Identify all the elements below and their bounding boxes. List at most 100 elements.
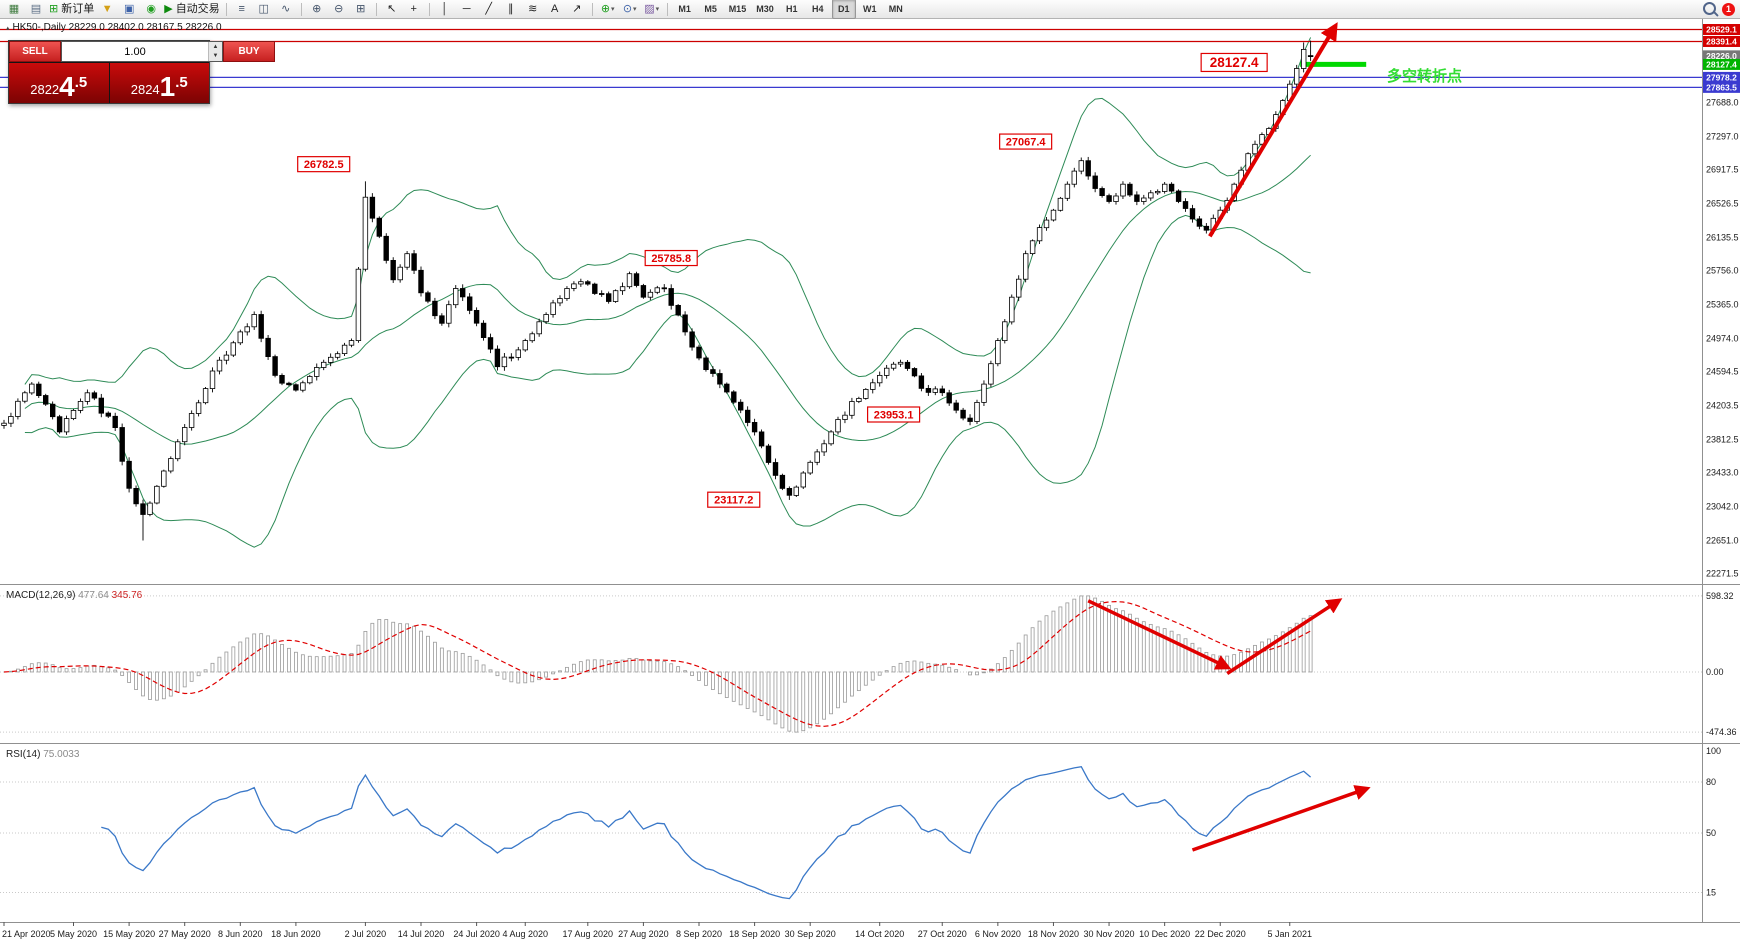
svg-text:26135.5: 26135.5 — [1706, 233, 1739, 243]
rsi-label: RSI(14) 75.0033 — [6, 749, 80, 760]
rsi-trend-arrow[interactable] — [1191, 785, 1371, 852]
fibonacci-icon-glyph: ≋ — [528, 2, 538, 15]
trendline-icon-glyph: ╱ — [485, 2, 492, 15]
template-icon-glyph: ▨ — [644, 2, 655, 15]
tile-windows-icon[interactable]: ⊞ — [351, 0, 371, 18]
add-indicator-icon-glyph: ⊕ — [600, 2, 611, 15]
svg-text:50: 50 — [1706, 828, 1716, 838]
svg-text:27978.2: 27978.2 — [1706, 72, 1737, 82]
svg-text:6 Nov 2020: 6 Nov 2020 — [975, 929, 1021, 939]
equidistant-channel-icon-glyph: ∥ — [507, 2, 514, 15]
buy-price-box[interactable]: 2824 1.5 — [109, 63, 209, 103]
cursor-icon-glyph: ↖ — [387, 2, 397, 15]
time-axis[interactable]: 21 Apr 2020 5 May 2020 15 May 2020 27 May 2… — [2, 922, 1312, 939]
strategy-tester-icon[interactable]: ◉ — [141, 0, 161, 18]
vertical-line-icon-glyph: │ — [441, 2, 449, 15]
macd-trend-arrow[interactable] — [1226, 598, 1343, 675]
candlestick-chart-icon-glyph: ◫ — [258, 2, 269, 15]
search-icon[interactable] — [1703, 1, 1716, 15]
notification-badge[interactable]: 1 — [1722, 2, 1735, 16]
period-icon-glyph: ⊙ — [622, 2, 633, 15]
zoom-in-icon-glyph: ⊕ — [312, 2, 322, 15]
timeframe-w1-button[interactable]: W1 — [858, 0, 882, 19]
timeframe-m5-button-label: M5 — [704, 3, 717, 14]
price-axis[interactable]: 27688.0 27297.0 26917.5 26526.5 26135.5 25756… — [1703, 24, 1740, 898]
svg-text:30 Sep 2020: 30 Sep 2020 — [785, 929, 836, 939]
new-order-icon: ⊞ — [49, 2, 59, 15]
bar-chart-icon-glyph: ≡ — [238, 2, 245, 15]
timeframe-d1-button[interactable]: D1 — [831, 0, 856, 19]
period-icon[interactable]: ⊙ ▾ — [620, 0, 640, 18]
cursor-icon[interactable]: ↖ — [382, 0, 402, 18]
svg-text:2 Jul 2020: 2 Jul 2020 — [345, 929, 387, 939]
timeframe-w1-button-label: W1 — [862, 3, 877, 14]
template-icon[interactable]: ▨ ▾ — [642, 0, 662, 18]
horizontal-line-icon[interactable]: ─ — [457, 0, 477, 18]
new-order-button[interactable]: ⊞ 新订单 — [48, 0, 95, 18]
timeframe-m1-button[interactable]: M1 — [673, 0, 697, 19]
svg-text:18 Nov 2020: 18 Nov 2020 — [1028, 929, 1079, 939]
svg-text:14 Oct 2020: 14 Oct 2020 — [855, 929, 904, 939]
timeframe-h4-button-label: H4 — [811, 3, 824, 14]
trendline-icon[interactable]: ╱ — [479, 0, 499, 18]
toolbar-items: ▦ ▤ ⊞ 新订单 ▼ ▣ ◉ ▶ 自动交易 ≡ ◫ ∿ ⊕ ⊖ ⊞ ↖ + │ ─ ╱ ∥ ≋ A ↗ ⊕ ▾ ⊙ ▾ ▨ ▾ M1 M5 M… — [3, 0, 909, 19]
zoom-in-icon[interactable]: ⊕ — [307, 0, 327, 18]
macd-trend-arrow[interactable] — [1087, 599, 1232, 670]
volume-input[interactable] — [62, 42, 208, 61]
zoom-out-icon[interactable]: ⊖ — [329, 0, 349, 18]
timeframe-m5-button[interactable]: M5 — [699, 0, 723, 19]
bar-chart-icon[interactable]: ≡ — [232, 0, 252, 18]
svg-text:28127.4: 28127.4 — [1210, 55, 1259, 70]
crosshair-icon[interactable]: + — [404, 0, 424, 18]
chevron-down-icon: ▾ — [633, 5, 637, 13]
volume-increase-button[interactable]: ▲ — [209, 42, 222, 52]
chart-svg[interactable]: 多空转折点 26782.5 25785.8 23117.2 23953.1 27067.4… — [0, 19, 1740, 945]
horizontal-level-lines[interactable] — [0, 28, 1702, 88]
text-label-icon-glyph: A — [551, 2, 559, 15]
price-badge — [1703, 24, 1740, 36]
data-window-icon[interactable]: ▣ — [119, 0, 139, 18]
main-trend-arrow[interactable] — [1208, 22, 1338, 238]
sell-button[interactable]: SELL — [9, 41, 61, 62]
price-badge — [1703, 71, 1740, 83]
buy-button[interactable]: BUY — [223, 41, 275, 62]
svg-text:598.32: 598.32 — [1706, 591, 1734, 601]
text-label-icon[interactable]: A — [545, 0, 565, 18]
fibonacci-icon[interactable]: ≋ — [523, 0, 543, 18]
svg-text:8 Jun 2020: 8 Jun 2020 — [218, 929, 263, 939]
timeframe-m30-button[interactable]: M30 — [752, 0, 778, 19]
symbol-ohlc-text: HK50-,Daily 28229.0 28402.0 28167.5 2822… — [12, 22, 222, 33]
timeframe-h1-button[interactable]: H1 — [780, 0, 804, 19]
equidistant-channel-icon[interactable]: ∥ — [501, 0, 521, 18]
autotrading-button[interactable]: ▶ 自动交易 — [163, 0, 220, 18]
candlestick-chart-icon[interactable]: ◫ — [254, 0, 274, 18]
timeframe-m15-button[interactable]: M15 — [725, 0, 751, 19]
new-chart-icon[interactable]: ▦ — [4, 0, 24, 18]
line-chart-icon[interactable]: ∿ — [276, 0, 296, 18]
toolbar-separator — [300, 2, 302, 16]
svg-text:14 Jul 2020: 14 Jul 2020 — [398, 929, 445, 939]
svg-text:5 May 2020: 5 May 2020 — [50, 929, 97, 939]
vertical-line-icon[interactable]: │ — [435, 0, 455, 18]
profiles-icon[interactable]: ▤ — [26, 0, 46, 18]
chevron-down-icon: ▾ — [611, 5, 615, 13]
arrows-icon[interactable]: ↗ — [567, 0, 587, 18]
timeframe-mn-button[interactable]: MN — [884, 0, 908, 19]
svg-text:15: 15 — [1706, 888, 1716, 898]
svg-text:23117.2: 23117.2 — [714, 495, 753, 507]
svg-text:24594.5: 24594.5 — [1706, 367, 1739, 377]
chart-window[interactable]: 多空转折点 26782.5 25785.8 23117.2 23953.1 27067.4… — [0, 19, 1740, 945]
svg-text:27 May 2020: 27 May 2020 — [159, 929, 211, 939]
svg-text:18 Jun 2020: 18 Jun 2020 — [271, 929, 321, 939]
timeframe-mn-button-label: MN — [888, 3, 903, 14]
macd-signal-line — [3, 600, 1311, 727]
indicators-funnel-icon[interactable]: ▼ — [97, 0, 117, 18]
sell-price-box[interactable]: 2822 4.5 — [9, 63, 109, 103]
timeframe-h4-button[interactable]: H4 — [806, 0, 830, 19]
add-indicator-icon[interactable]: ⊕ ▾ — [598, 0, 618, 18]
volume-decrease-button[interactable]: ▼ — [209, 51, 222, 61]
price-badge — [1703, 81, 1740, 93]
svg-text:22 Dec 2020: 22 Dec 2020 — [1195, 929, 1246, 939]
svg-text:80: 80 — [1706, 777, 1716, 787]
new-order-button-label: 新订单 — [61, 2, 95, 15]
